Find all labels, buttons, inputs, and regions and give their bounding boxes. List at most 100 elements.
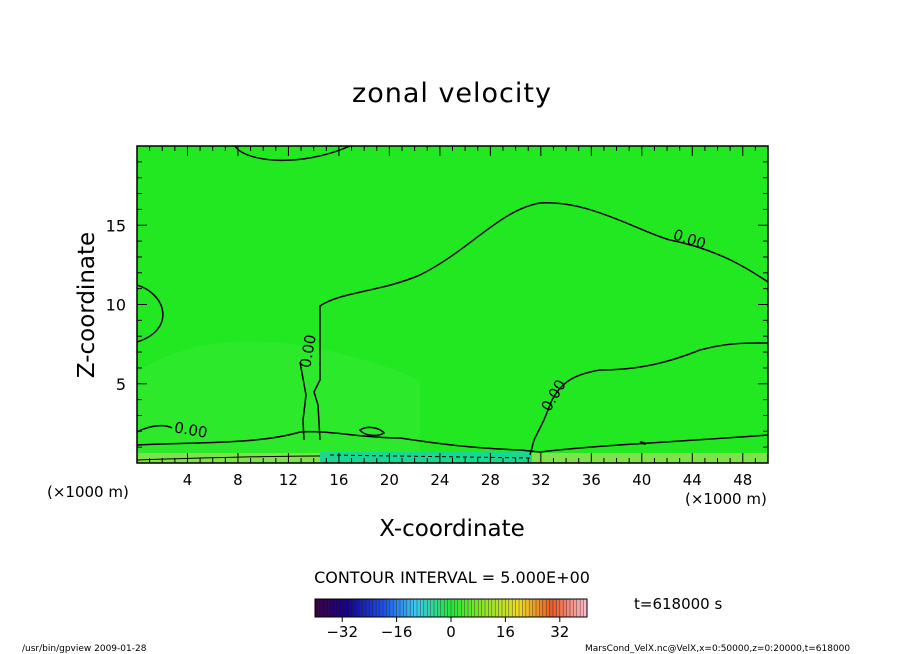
- x-axis: 4 8 12 16 20 24 28 32 36 40 44 48: [136, 146, 769, 489]
- colorbar-cell: [325, 599, 329, 617]
- colorbar-cell: [400, 599, 404, 617]
- colorbar-tick-label: 0: [446, 623, 456, 641]
- contour-line: [529, 342, 768, 456]
- colorbar-cell: [362, 599, 367, 617]
- contour-line: [639, 440, 647, 446]
- colorbar-cell: [566, 599, 571, 617]
- contour-label: 0.00: [173, 418, 209, 442]
- colorbar-cell: [332, 599, 336, 617]
- x-tick-label: 48: [733, 471, 752, 489]
- y-tick-label: 10: [106, 296, 126, 315]
- colorbar-cell: [549, 599, 554, 617]
- y-axis: 5 10 15: [106, 145, 768, 464]
- contour-line: [137, 424, 173, 433]
- colorbar-cell: [369, 599, 374, 617]
- colorbar-cell: [437, 599, 442, 617]
- colorbar-cell: [536, 599, 540, 617]
- colorbar-cell: [345, 599, 350, 617]
- contour-line: [137, 430, 768, 453]
- colorbar-cell: [491, 599, 496, 617]
- colorbar-cell: [315, 599, 319, 617]
- colorbar-cell: [321, 599, 326, 617]
- colorbar-cell: [457, 599, 462, 617]
- x-tick-label: 4: [183, 471, 193, 489]
- colorbar-cell: [468, 599, 472, 617]
- x-axis-unit-right: (×1000 m): [685, 490, 767, 508]
- colorbar-cell: [542, 599, 547, 617]
- colorbar-cell: [355, 599, 360, 617]
- x-tick-label: 28: [481, 471, 500, 489]
- colorbar-cell: [522, 599, 527, 617]
- colorbar-cell: [338, 599, 343, 617]
- colorbar-cell: [386, 599, 391, 617]
- x-tick-label: 40: [632, 471, 651, 489]
- colorbar-cell: [485, 599, 489, 617]
- colorbar-cell: [342, 599, 346, 617]
- colorbar-cell: [447, 599, 452, 617]
- colorbar-cell: [427, 599, 431, 617]
- colorbar-cell: [359, 599, 363, 617]
- x-axis-unit-left: (×1000 m): [47, 483, 129, 501]
- colorbar-cell: [318, 599, 323, 617]
- x-tick-label: 44: [683, 471, 702, 489]
- x-tick-label: 36: [582, 471, 601, 489]
- colorbar-cell: [471, 599, 476, 617]
- plot-area: 0.00 0.00 0.00 0.00: [137, 146, 768, 463]
- x-axis-label: X-coordinate: [379, 516, 525, 542]
- colorbar-cell: [423, 599, 428, 617]
- colorbar-cell: [379, 599, 384, 617]
- footer-program: /usr/bin/gpview 2009-01-28: [22, 644, 147, 654]
- colorbar-cell: [512, 599, 516, 617]
- colorbar-cell: [389, 599, 394, 617]
- x-tick-label: 32: [531, 471, 550, 489]
- colorbar-cell: [352, 599, 357, 617]
- y-tick-label: 5: [116, 375, 126, 394]
- colorbar-cell: [464, 599, 469, 617]
- colorbar-cell: [505, 599, 510, 617]
- colorbar-cell: [434, 599, 438, 617]
- colorbar-cell: [495, 599, 499, 617]
- colorbar-cell: [498, 599, 503, 617]
- colorbar-tick-label: −32: [326, 623, 358, 641]
- colorbar-cell: [539, 599, 544, 617]
- colorbar-cell: [417, 599, 421, 617]
- contour-label: 0.00: [296, 333, 320, 369]
- colorbar-cell: [410, 599, 414, 617]
- colorbar-cell: [403, 599, 408, 617]
- contour-line: [137, 284, 164, 343]
- velocity-field-weak-positive: [137, 341, 420, 463]
- colorbar-cell: [430, 599, 435, 617]
- colorbar-cell: [553, 599, 557, 617]
- contour-interval: CONTOUR INTERVAL = 5.000E+00: [314, 568, 590, 587]
- colorbar-cell: [474, 599, 479, 617]
- colorbar-cell: [440, 599, 445, 617]
- colorbar-cell: [525, 599, 530, 617]
- colorbar-cell: [583, 599, 588, 617]
- colorbar-cell: [413, 599, 418, 617]
- colorbar-cell: [328, 599, 333, 617]
- colorbar-cell: [444, 599, 448, 617]
- colorbar-cell: [508, 599, 513, 617]
- colorbar-cell: [502, 599, 506, 617]
- colorbar-cell: [573, 599, 578, 617]
- colorbar-cell: [529, 599, 533, 617]
- contour-line: [358, 426, 386, 437]
- colorbar-cell: [461, 599, 465, 617]
- colorbar: [314, 599, 588, 617]
- contour-line: [329, 454, 531, 459]
- colorbar-cell: [563, 599, 567, 617]
- colorbar-tick-label: −16: [381, 623, 413, 641]
- footer-source: MarsCond_VelX.nc@VelX,x=0:50000,z=0:2000…: [585, 644, 850, 654]
- chart-title: zonal velocity: [352, 78, 552, 109]
- contour-line: [137, 455, 321, 461]
- time-label: t=618000 s: [634, 595, 722, 613]
- colorbar-cell: [372, 599, 377, 617]
- x-tick-label: 20: [380, 471, 399, 489]
- contour-line: [234, 146, 351, 161]
- colorbar-cell: [335, 599, 340, 617]
- colorbar-cell: [488, 599, 493, 617]
- colorbar-cell: [383, 599, 387, 617]
- colorbar-ticks: −32 −16 0 16 32: [326, 617, 569, 641]
- colorbar-cell: [556, 599, 561, 617]
- colorbar-cell: [570, 599, 574, 617]
